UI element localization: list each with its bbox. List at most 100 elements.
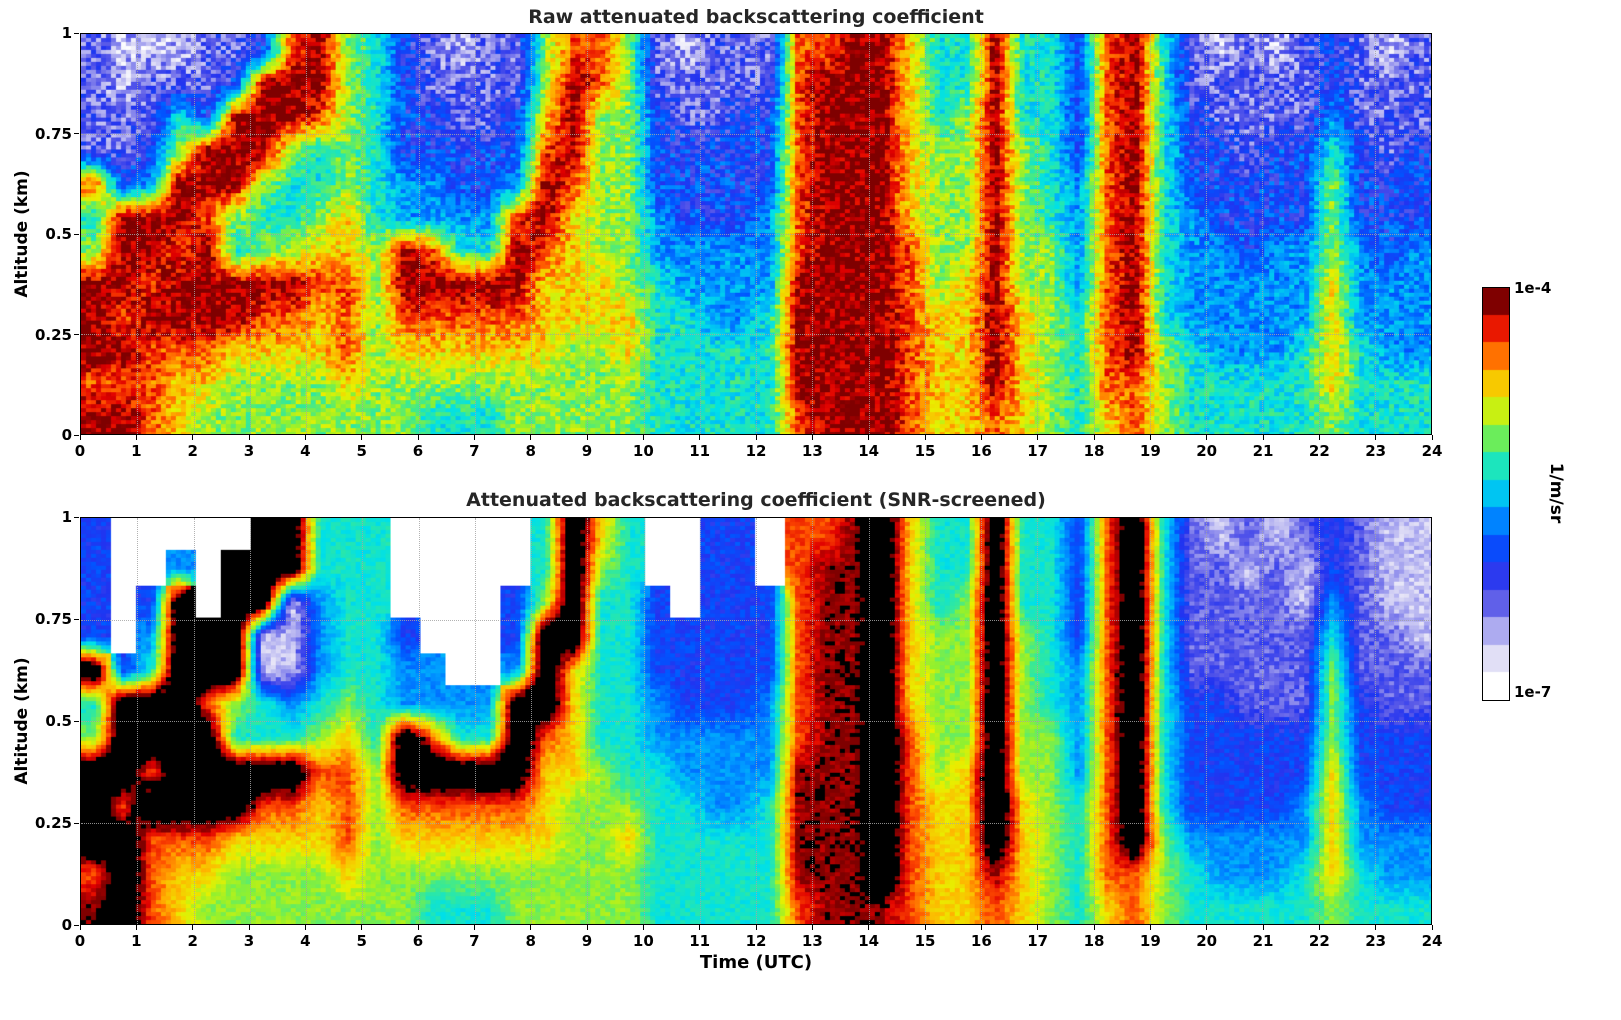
x-tick-mark [1206, 925, 1208, 930]
x-tick-label: 15 [914, 442, 936, 460]
x-tick-mark [1149, 925, 1151, 930]
x-tick-mark [811, 435, 813, 440]
y-tick-mark [74, 822, 79, 824]
x-tick-label: 4 [300, 442, 311, 460]
y-tick-label: 0.75 [34, 124, 72, 143]
y-tick-mark [74, 516, 79, 518]
x-tick-mark [135, 435, 137, 440]
x-tick-mark [1093, 435, 1095, 440]
x-tick-mark [924, 435, 926, 440]
x-tick-mark [473, 925, 475, 930]
x-tick-mark [1206, 435, 1208, 440]
x-tick-label: 19 [1139, 932, 1161, 950]
x-tick-label: 2 [187, 442, 198, 460]
x-tick-label: 1 [131, 932, 142, 950]
y-tick-label: 0.75 [34, 610, 72, 628]
x-tick-label: 15 [914, 932, 936, 950]
x-tick-label: 16 [970, 442, 992, 460]
x-tick-mark [1431, 925, 1433, 930]
x-tick-mark [1431, 435, 1433, 440]
x-tick-label: 14 [858, 932, 880, 950]
x-tick-mark [79, 435, 81, 440]
x-tick-mark [361, 925, 363, 930]
x-tick-label: 9 [581, 932, 593, 950]
x-tick-label: 11 [689, 442, 711, 460]
x-tick-mark [473, 435, 475, 440]
x-tick-mark [868, 435, 870, 440]
y-tick-mark [74, 133, 79, 134]
x-tick-mark [811, 925, 813, 930]
x-tick-mark [192, 925, 194, 930]
x-tick-mark [304, 435, 306, 440]
y-tick-mark [74, 334, 79, 335]
panel2-heatmap-canvas [81, 518, 1431, 924]
panel1-title: Raw attenuated backscattering coefficien… [528, 6, 984, 28]
x-tick-mark [1037, 435, 1039, 440]
x-tick-label: 12 [745, 442, 767, 460]
colorbar-unit-label: 1/m/sr [1546, 462, 1566, 524]
x-tick-mark [586, 925, 588, 930]
x-tick-mark [755, 925, 757, 930]
x-tick-mark [1375, 925, 1377, 930]
panel1-plot-area [80, 33, 1432, 435]
x-tick-label: 6 [412, 932, 424, 950]
x-tick-label: 21 [1252, 932, 1274, 950]
y-tick-label: 0.25 [34, 325, 72, 344]
x-tick-label: 22 [1308, 932, 1330, 950]
colorbar [1482, 287, 1510, 701]
x-tick-label: 5 [356, 932, 367, 950]
x-tick-mark [79, 925, 81, 930]
x-tick-label: 3 [243, 932, 255, 950]
x-tick-label: 21 [1252, 442, 1274, 460]
x-tick-label: 9 [581, 442, 593, 460]
x-tick-label: 7 [469, 442, 480, 460]
x-tick-label: 18 [1083, 442, 1105, 460]
x-tick-label: 12 [745, 932, 767, 950]
x-tick-label: 4 [300, 932, 311, 950]
x-tick-label: 24 [1421, 442, 1443, 460]
y-tick-mark [74, 233, 79, 235]
y-tick-mark [74, 434, 79, 436]
x-tick-mark [1037, 925, 1039, 930]
y-tick-label: 0.5 [45, 225, 72, 243]
x-tick-mark [248, 925, 250, 930]
y-tick-label: 1 [61, 508, 72, 526]
x-tick-label: 23 [1365, 932, 1387, 950]
x-tick-label: 17 [1027, 442, 1049, 460]
x-tick-label: 3 [243, 442, 255, 460]
x-tick-mark [699, 435, 701, 440]
x-tick-label: 23 [1365, 442, 1387, 460]
x-tick-mark [1318, 435, 1320, 440]
x-tick-label: 1 [131, 442, 142, 460]
x-tick-label: 19 [1139, 442, 1161, 460]
x-tick-label: 20 [1196, 442, 1218, 460]
x-tick-label: 22 [1308, 442, 1330, 460]
x-tick-mark [699, 925, 701, 930]
x-tick-mark [868, 925, 870, 930]
x-tick-label: 14 [858, 442, 880, 460]
x-tick-mark [135, 925, 137, 930]
x-tick-mark [248, 435, 250, 440]
x-tick-label: 16 [970, 932, 992, 950]
x-tick-mark [304, 925, 306, 930]
x-tick-mark [530, 435, 532, 440]
x-tick-mark [1262, 435, 1264, 440]
x-tick-label: 17 [1027, 932, 1049, 950]
colorbar-min-label: 1e-7 [1514, 683, 1552, 701]
x-tick-label: 5 [356, 442, 367, 460]
x-tick-mark [530, 925, 532, 930]
y-tick-label: 0.25 [34, 814, 72, 832]
panel2-title: Attenuated backscattering coefficient (S… [466, 489, 1046, 511]
x-tick-mark [586, 435, 588, 440]
x-tick-mark [192, 435, 194, 440]
y-tick-label: 0.5 [45, 712, 72, 730]
x-tick-label: 24 [1421, 932, 1443, 950]
x-tick-label: 8 [525, 932, 536, 950]
y-tick-label: 1 [61, 24, 72, 42]
x-tick-mark [417, 925, 419, 930]
x-tick-label: 10 [632, 442, 654, 460]
colorbar-canvas [1483, 288, 1509, 700]
x-tick-label: 0 [74, 932, 86, 950]
x-tick-label: 2 [187, 932, 198, 950]
